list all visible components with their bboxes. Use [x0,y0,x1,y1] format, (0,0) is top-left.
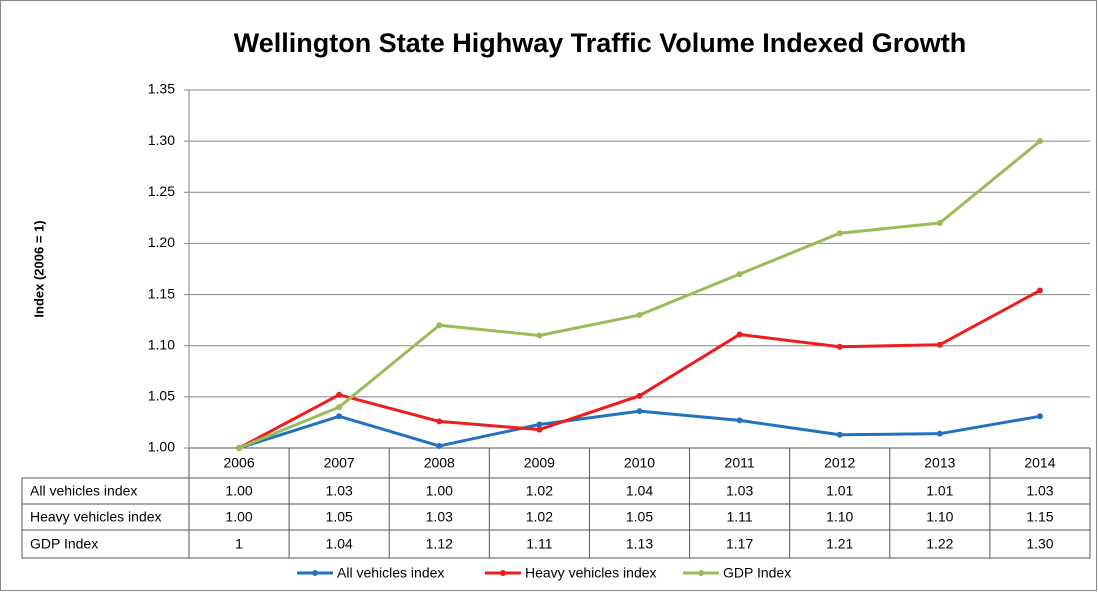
table-cell: 1.03 [426,509,453,525]
table-cell: 1.00 [426,483,453,499]
y-axis-label: Index (2006 = 1) [31,220,46,317]
table-cell: 1.10 [926,509,953,525]
data-point [736,331,743,338]
x-tick-label: 2007 [324,455,355,471]
table-cell: 1.22 [926,536,953,552]
table-row-header: Heavy vehicles index [30,509,162,525]
x-tick-label: 2011 [725,455,755,471]
table-cell: 1.13 [626,536,653,552]
table-cell: 1.03 [326,483,353,499]
data-point [636,312,643,319]
y-tick-label: 1.35 [148,81,175,97]
data-point [236,445,243,451]
data-point [536,426,543,433]
y-tick-label: 1.20 [148,234,175,250]
table-cell: 1.12 [426,536,453,552]
table-cell: 1.11 [526,536,552,552]
table-cell: 1.05 [326,509,353,525]
data-point [536,421,543,428]
table-cell: 1.01 [926,483,953,499]
table-cell: 1.04 [326,536,353,552]
legend-label: Heavy vehicles index [525,565,657,581]
data-point [436,322,443,329]
data-point [836,230,843,237]
data-point [736,417,743,424]
x-tick-label: 2010 [624,455,655,471]
table-cell: 1.15 [1026,509,1053,525]
data-point [836,343,843,350]
y-tick-label: 1.00 [148,439,175,455]
x-tick-label: 2012 [824,455,855,471]
legend-marker [312,570,318,576]
data-point [936,341,943,348]
data-point [836,431,843,438]
chart-title: Wellington State Highway Traffic Volume … [234,28,967,58]
table-cell: 1.03 [726,483,753,499]
data-point [1036,138,1043,145]
data-point [636,408,643,415]
legend-marker [698,570,704,576]
data-point [736,271,743,278]
legend-marker [500,570,506,576]
data-point [336,413,343,420]
x-tick-label: 2008 [424,455,455,471]
y-tick-label: 1.05 [148,388,175,404]
table-cell: 1.17 [726,536,753,552]
data-point [436,442,443,449]
y-tick-label: 1.25 [148,183,175,199]
table-cell: 1.02 [526,509,553,525]
data-point [936,430,943,437]
data-point [536,332,543,339]
data-point [636,392,643,399]
table-cell: 1.10 [826,509,853,525]
legend-label: GDP Index [723,565,791,581]
table-cell: 1.05 [626,509,653,525]
table-cell: 1.00 [225,509,252,525]
data-point [1036,287,1043,294]
data-point [436,418,443,425]
table-cell: 1.00 [225,483,252,499]
data-point [336,391,343,398]
data-point [936,219,943,226]
y-tick-label: 1.15 [148,285,175,301]
x-tick-label: 2006 [223,455,254,471]
x-tick-label: 2009 [524,455,555,471]
table-cell: 1.04 [626,483,653,499]
table-cell: 1.21 [826,536,853,552]
table-cell: 1.03 [1026,483,1053,499]
y-tick-label: 1.10 [148,336,175,352]
table-cell: 1.11 [727,509,753,525]
x-tick-label: 2013 [924,455,955,471]
table-cell: 1.30 [1026,536,1053,552]
table-row-header: GDP Index [30,536,98,552]
legend-label: All vehicles index [337,565,444,581]
y-tick-label: 1.30 [148,132,175,148]
table-row-header: All vehicles index [30,483,137,499]
table-cell: 1 [235,536,243,552]
table-cell: 1.02 [526,483,553,499]
x-tick-label: 2014 [1024,455,1055,471]
data-point [1036,413,1043,420]
table-cell: 1.01 [826,483,853,499]
data-point [336,404,343,411]
